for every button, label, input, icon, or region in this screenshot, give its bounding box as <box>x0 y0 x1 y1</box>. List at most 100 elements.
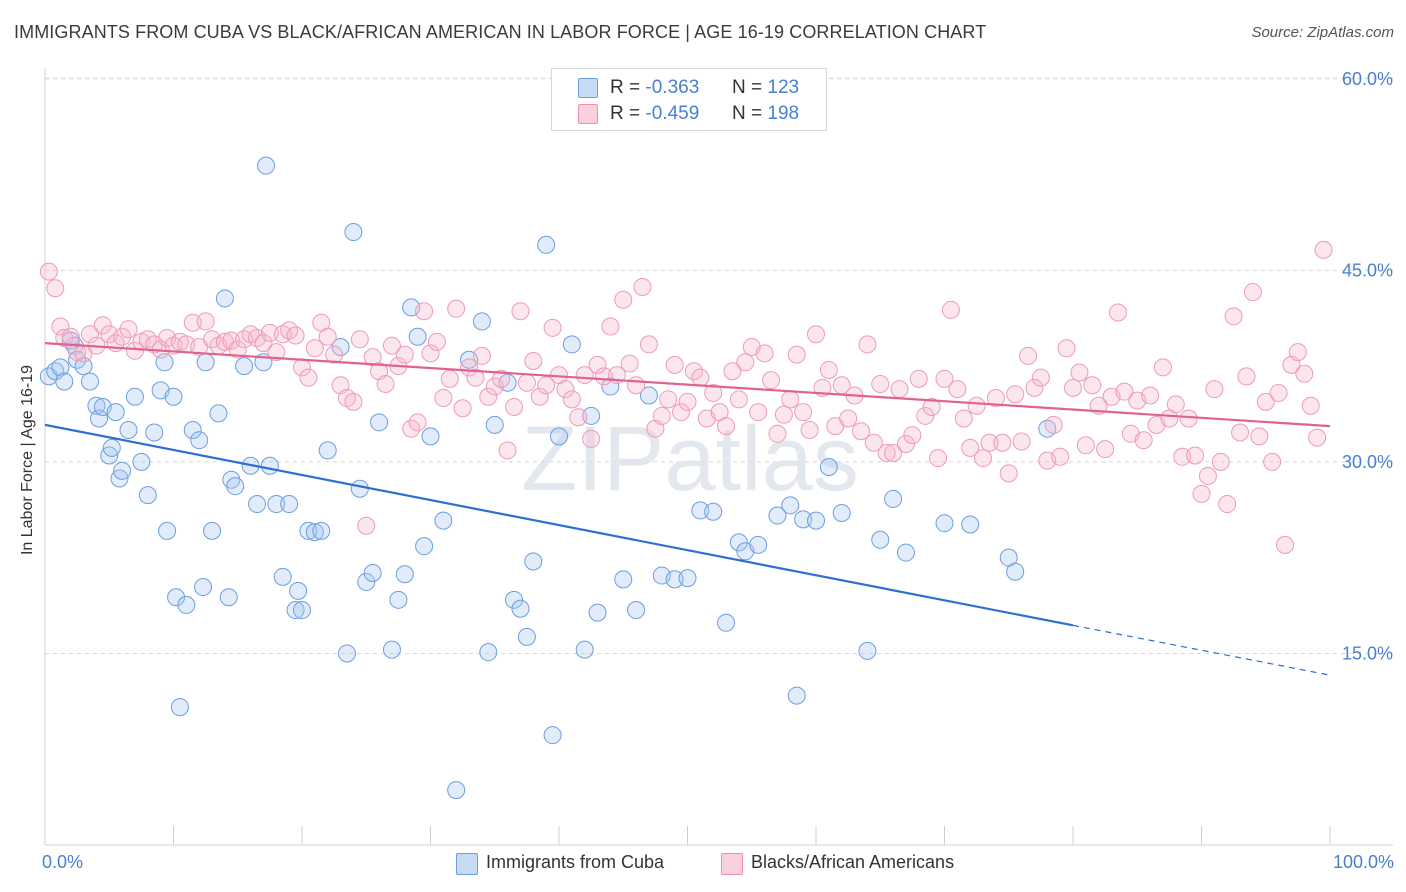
axes <box>44 68 1393 846</box>
black-point-183 <box>1211 452 1230 471</box>
series-black-points <box>39 240 1333 554</box>
black-point-185 <box>1224 307 1243 326</box>
cuba-point-27 <box>170 698 189 717</box>
cuba-point-38 <box>226 477 245 496</box>
y-tick-labels: 15.0% 30.0% 45.0% 60.0% <box>1342 69 1393 664</box>
black-point-96 <box>652 406 671 425</box>
black-point-93 <box>633 277 652 296</box>
cuba-point-106 <box>832 503 851 522</box>
cuba-point-21 <box>145 423 164 442</box>
cuba-point-35 <box>215 289 234 308</box>
cuba-point-59 <box>357 572 376 591</box>
cuba-point-43 <box>257 156 276 175</box>
cuba-point-29 <box>183 420 202 439</box>
y-tick-label-45: 45.0% <box>1342 260 1393 280</box>
black-point-161 <box>1070 363 1089 382</box>
cuba-point-73 <box>479 643 498 662</box>
black-point-104 <box>704 383 723 402</box>
black-point-67 <box>466 368 485 387</box>
black-point-41 <box>299 368 318 387</box>
black-point-109 <box>736 353 755 372</box>
cuba-point-60 <box>363 563 382 582</box>
cuba-point-114 <box>1006 562 1025 581</box>
black-point-4 <box>61 327 80 346</box>
cuba-point-58 <box>350 479 369 498</box>
black-point-137 <box>916 406 935 425</box>
cuba-point-70 <box>447 781 466 800</box>
black-point-86 <box>588 355 607 374</box>
black-point-48 <box>344 392 363 411</box>
cuba-point-39 <box>235 357 254 376</box>
legend-swatch-cuba <box>578 78 598 98</box>
black-point-54 <box>382 336 401 355</box>
black-point-139 <box>929 449 948 468</box>
cuba-point-52 <box>305 523 324 542</box>
black-point-199 <box>1314 240 1333 259</box>
x-tick-label-min: 0.0% <box>42 852 84 872</box>
cuba-point-32 <box>196 353 215 372</box>
black-point-188 <box>1243 283 1262 302</box>
cuba-point-61 <box>370 413 389 432</box>
cuba-point-36 <box>219 588 238 607</box>
cuba-point-90 <box>639 386 658 405</box>
black-point-190 <box>1256 392 1275 411</box>
cuba-point-109 <box>884 489 903 508</box>
cuba-point-64 <box>395 565 414 584</box>
black-point-134 <box>896 435 915 454</box>
black-point-78 <box>537 376 556 395</box>
black-point-3 <box>55 329 74 348</box>
cuba-point-44 <box>260 456 279 475</box>
black-point-189 <box>1250 427 1269 446</box>
black-point-65 <box>453 399 472 418</box>
x-tick-label-max: 100.0% <box>1332 852 1394 872</box>
trend-line-cuba-extension <box>1072 624 1331 676</box>
black-point-75 <box>517 373 536 392</box>
black-point-114 <box>768 424 787 443</box>
cuba-point-6 <box>68 350 87 369</box>
black-point-49 <box>350 330 369 349</box>
cuba-point-78 <box>517 627 536 646</box>
cuba-point-104 <box>807 511 825 530</box>
black-point-157 <box>1044 415 1063 434</box>
black-point-7 <box>80 325 99 344</box>
legend-row-cuba: R = -0.363 N = 123 <box>552 77 826 103</box>
cuba-point-86 <box>588 603 607 622</box>
cuba-point-18 <box>125 387 144 406</box>
chart-title: IMMIGRANTS FROM CUBA VS BLACK/AFRICAN AM… <box>14 22 987 42</box>
black-point-160 <box>1064 378 1082 397</box>
black-point-71 <box>492 369 511 388</box>
cuba-point-50 <box>293 601 311 620</box>
trend-lines <box>44 342 1331 676</box>
cuba-point-89 <box>627 601 646 620</box>
black-point-184 <box>1218 495 1237 514</box>
black-point-39 <box>286 326 305 345</box>
y-tick-label-30: 30.0% <box>1342 452 1393 472</box>
legend-bottom-label-black: Blacks/African Americans <box>751 852 955 872</box>
black-point-195 <box>1288 343 1307 362</box>
legend-row-black: R = -0.459 N = 198 <box>552 103 826 129</box>
black-point-162 <box>1076 436 1095 455</box>
cuba-point-69 <box>434 511 453 530</box>
black-point-116 <box>781 390 800 409</box>
black-point-119 <box>800 420 819 439</box>
black-point-129 <box>864 433 883 452</box>
cuba-point-62 <box>382 640 401 659</box>
black-point-29 <box>222 331 241 350</box>
black-point-68 <box>472 346 491 365</box>
black-point-146 <box>974 449 993 468</box>
black-point-192 <box>1269 383 1288 402</box>
black-point-97 <box>659 390 678 409</box>
cuba-point-72 <box>472 312 491 331</box>
cuba-point-105 <box>819 458 838 477</box>
black-point-148 <box>986 389 1005 408</box>
cuba-point-51 <box>299 521 318 540</box>
black-point-83 <box>569 408 588 427</box>
cuba-point-25 <box>164 387 183 406</box>
black-point-128 <box>858 335 877 354</box>
black-point-147 <box>980 433 999 452</box>
black-point-90 <box>614 290 633 309</box>
cuba-point-110 <box>896 543 915 562</box>
cuba-point-96 <box>717 613 736 632</box>
cuba-point-46 <box>273 567 292 586</box>
y-tick-label-15: 15.0% <box>1342 643 1393 663</box>
